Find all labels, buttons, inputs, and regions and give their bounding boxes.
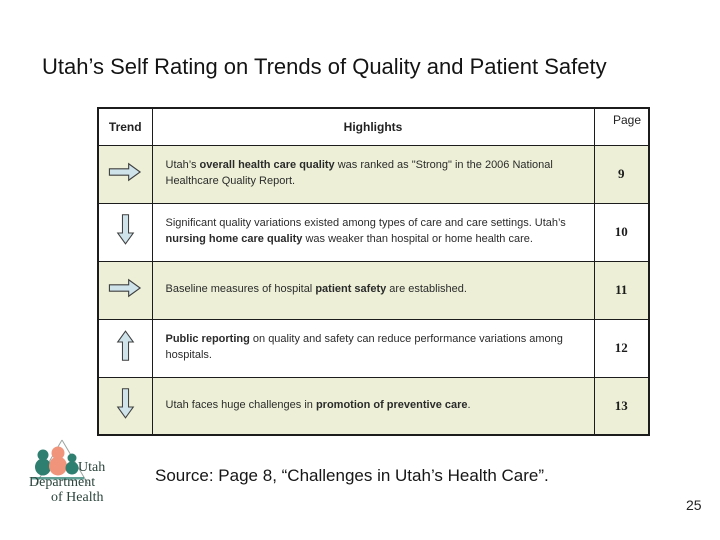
column-header-trend: Trend bbox=[97, 107, 153, 146]
page-ref: 13 bbox=[593, 376, 650, 436]
table-row: Utah faces huge challenges in promotion … bbox=[97, 376, 650, 436]
highlight-text: Significant quality variations existed a… bbox=[151, 202, 595, 262]
page-ref: 11 bbox=[593, 260, 650, 320]
column-header-page: Page bbox=[593, 107, 650, 146]
right-arrow-icon bbox=[109, 278, 142, 297]
trend-cell bbox=[97, 202, 153, 262]
highlight-text: Utah faces huge challenges in promotion … bbox=[151, 376, 595, 436]
highlight-emphasis: patient safety bbox=[315, 283, 387, 296]
down-arrow-icon bbox=[116, 214, 135, 245]
highlight-segment: on quality and safety can reduce perform… bbox=[165, 333, 563, 361]
trends-table: Trend Highlights Page Utah’s overall hea… bbox=[97, 107, 650, 436]
highlight-segment: Utah’s bbox=[165, 159, 200, 172]
highlight-segment: Significant quality variations existed a… bbox=[165, 217, 566, 230]
table-row: Baseline measures of hospital patient sa… bbox=[97, 260, 650, 320]
table-row: Public reporting on quality and safety c… bbox=[97, 318, 650, 378]
highlight-text: Baseline measures of hospital patient sa… bbox=[151, 260, 595, 320]
highlight-emphasis: Public reporting bbox=[165, 333, 250, 346]
highlight-text: Utah’s overall health care quality was r… bbox=[151, 144, 595, 204]
table-row: Significant quality variations existed a… bbox=[97, 202, 650, 262]
page-ref: 12 bbox=[593, 318, 650, 378]
trend-cell bbox=[97, 260, 153, 320]
highlight-segment: . bbox=[467, 398, 471, 411]
highlight-emphasis: promotion of preventive care bbox=[315, 398, 468, 411]
trend-cell bbox=[97, 144, 153, 204]
page-ref: 9 bbox=[593, 144, 650, 204]
logo-text-line2: Department bbox=[29, 475, 96, 490]
highlight-segment: are established. bbox=[386, 283, 467, 296]
udoh-logo-icon bbox=[32, 439, 89, 485]
highlight-segment: was weaker than hospital or home health … bbox=[302, 233, 533, 245]
slide-title: Utah’s Self Rating on Trends of Quality … bbox=[42, 54, 607, 79]
table-body: Utah’s overall health care quality was r… bbox=[97, 144, 650, 436]
highlight-segment: Baseline measures of hospital bbox=[165, 283, 316, 296]
logo-text-line3: of Health bbox=[51, 490, 104, 505]
slide-page-number: 25 bbox=[686, 497, 702, 513]
down-arrow-icon bbox=[116, 387, 135, 419]
trend-cell bbox=[97, 318, 153, 378]
highlight-emphasis: nursing home care quality bbox=[165, 233, 303, 245]
highlight-segment: Utah faces huge challenges in bbox=[165, 398, 316, 411]
trend-cell bbox=[97, 376, 153, 436]
highlight-segment: was ranked as "Strong" in the 2006 Natio… bbox=[165, 159, 553, 187]
highlight-emphasis: overall health care quality bbox=[199, 159, 335, 172]
right-arrow-icon bbox=[109, 162, 142, 181]
page-ref: 10 bbox=[593, 202, 650, 262]
table-row: Utah’s overall health care quality was r… bbox=[97, 144, 650, 204]
table-header-row: Trend Highlights Page bbox=[97, 107, 650, 146]
highlight-text: Public reporting on quality and safety c… bbox=[151, 318, 595, 378]
source-note: Source: Page 8, “Challenges in Utah’s He… bbox=[155, 466, 549, 485]
logo-text-line1: Utah bbox=[78, 460, 106, 475]
column-header-highlights: Highlights bbox=[151, 107, 595, 146]
up-arrow-icon bbox=[116, 330, 135, 361]
utah-department-of-health-logo: Utah Department of Health bbox=[26, 438, 146, 518]
